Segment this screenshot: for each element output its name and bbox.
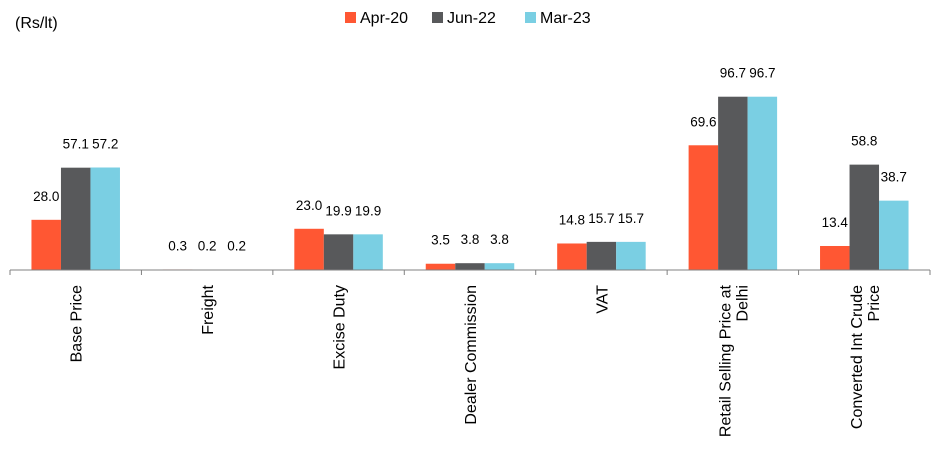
category-label-line: Price: [866, 285, 883, 322]
bars: [31, 96, 909, 271]
value-label-apr-20-6: 13.4: [822, 215, 849, 230]
legend-swatch-mar-23: [525, 12, 536, 23]
legend: Apr-20 Jun-22 Mar-23: [345, 10, 591, 27]
value-labels: 28.057.1 57.20.3 0.2 0.223.0 19.9 19.93.5 3.8 3…: [33, 66, 907, 254]
category-label-4: VAT: [594, 285, 611, 314]
value-label-mar-23-0: 57.2: [92, 137, 118, 152]
category-label-line: Excise Duty: [332, 285, 349, 369]
bar-apr-20-3: [425, 263, 456, 270]
value-label-mar-23-4: 15.7: [618, 211, 644, 226]
legend-swatch-apr-20: [345, 12, 356, 23]
bar-apr-20-4: [557, 243, 587, 270]
x-axis: [9, 269, 931, 275]
legend-label-apr-20: Apr-20: [360, 10, 408, 27]
bar-mar-23-2: [353, 234, 383, 270]
category-label-line: Freight: [200, 284, 217, 334]
value-label-jun-22-6: 58.8: [851, 134, 877, 149]
value-label-jun-22-3: 3.8: [461, 232, 480, 247]
value-label-apr-20-5: 69.6: [690, 114, 716, 129]
category-label-line: Converted Int Crude: [849, 285, 866, 429]
legend-label-mar-23: Mar-23: [540, 10, 591, 27]
value-label-jun-22-4: 15.7: [588, 211, 614, 226]
y-unit-label: (Rs/lt): [15, 15, 58, 32]
category-label-1: Freight: [200, 284, 217, 334]
bar-apr-20-2: [294, 228, 324, 270]
legend-label-jun-22: Jun-22: [447, 10, 496, 27]
legend-swatch-jun-22: [432, 12, 443, 23]
category-label-line: Delhi: [734, 285, 751, 321]
category-label-5: Retail Selling Price at Delhi: [717, 284, 751, 437]
bar-jun-22-2: [323, 234, 354, 270]
bar-jun-22-5: [718, 96, 748, 271]
category-label-6: Converted Int Crude Price: [849, 285, 883, 429]
bar-apr-20-5: [688, 145, 719, 270]
value-label-jun-22-1: 0.2: [198, 239, 217, 254]
value-label-jun-22-0: 57.1: [63, 137, 89, 152]
value-label-mar-23-1: 0.2: [227, 239, 246, 254]
value-label-jun-22-2: 19.9: [325, 203, 351, 218]
bar-apr-20-0: [31, 219, 61, 270]
bar-mar-23-3: [484, 263, 515, 270]
value-label-apr-20-2: 23.0: [296, 198, 322, 213]
bar-mar-23-6: [879, 200, 909, 270]
category-label-line: Dealer Commission: [463, 285, 480, 425]
value-label-mar-23-3: 3.8: [490, 232, 509, 247]
category-labels: Base Price Freight Excise Duty Dealer Commi…: [69, 284, 883, 437]
bar-mar-23-4: [616, 241, 646, 270]
bar-mar-23-0: [90, 167, 120, 270]
category-label-line: Retail Selling Price at: [717, 284, 734, 437]
value-label-jun-22-5: 96.7: [720, 66, 746, 81]
bar-jun-22-0: [60, 167, 91, 270]
bar-jun-22-4: [586, 241, 617, 270]
value-label-apr-20-1: 0.3: [168, 238, 187, 253]
bar-jun-22-6: [849, 164, 880, 270]
value-label-mar-23-2: 19.9: [355, 203, 381, 218]
category-label-line: VAT: [594, 285, 611, 314]
bar-mar-23-5: [747, 96, 778, 271]
value-label-mar-23-5: 96.7: [749, 66, 775, 81]
value-label-apr-20-0: 28.0: [33, 189, 59, 204]
bar-jun-22-3: [455, 263, 485, 270]
category-label-line: Base Price: [69, 285, 86, 362]
category-label-3: Dealer Commission: [463, 285, 480, 425]
value-label-apr-20-4: 14.8: [559, 212, 585, 227]
bar-apr-20-6: [820, 245, 850, 270]
category-label-2: Excise Duty: [332, 285, 349, 369]
value-label-apr-20-3: 3.5: [431, 233, 450, 248]
value-label-mar-23-6: 38.7: [881, 170, 907, 185]
category-label-0: Base Price: [69, 285, 86, 362]
